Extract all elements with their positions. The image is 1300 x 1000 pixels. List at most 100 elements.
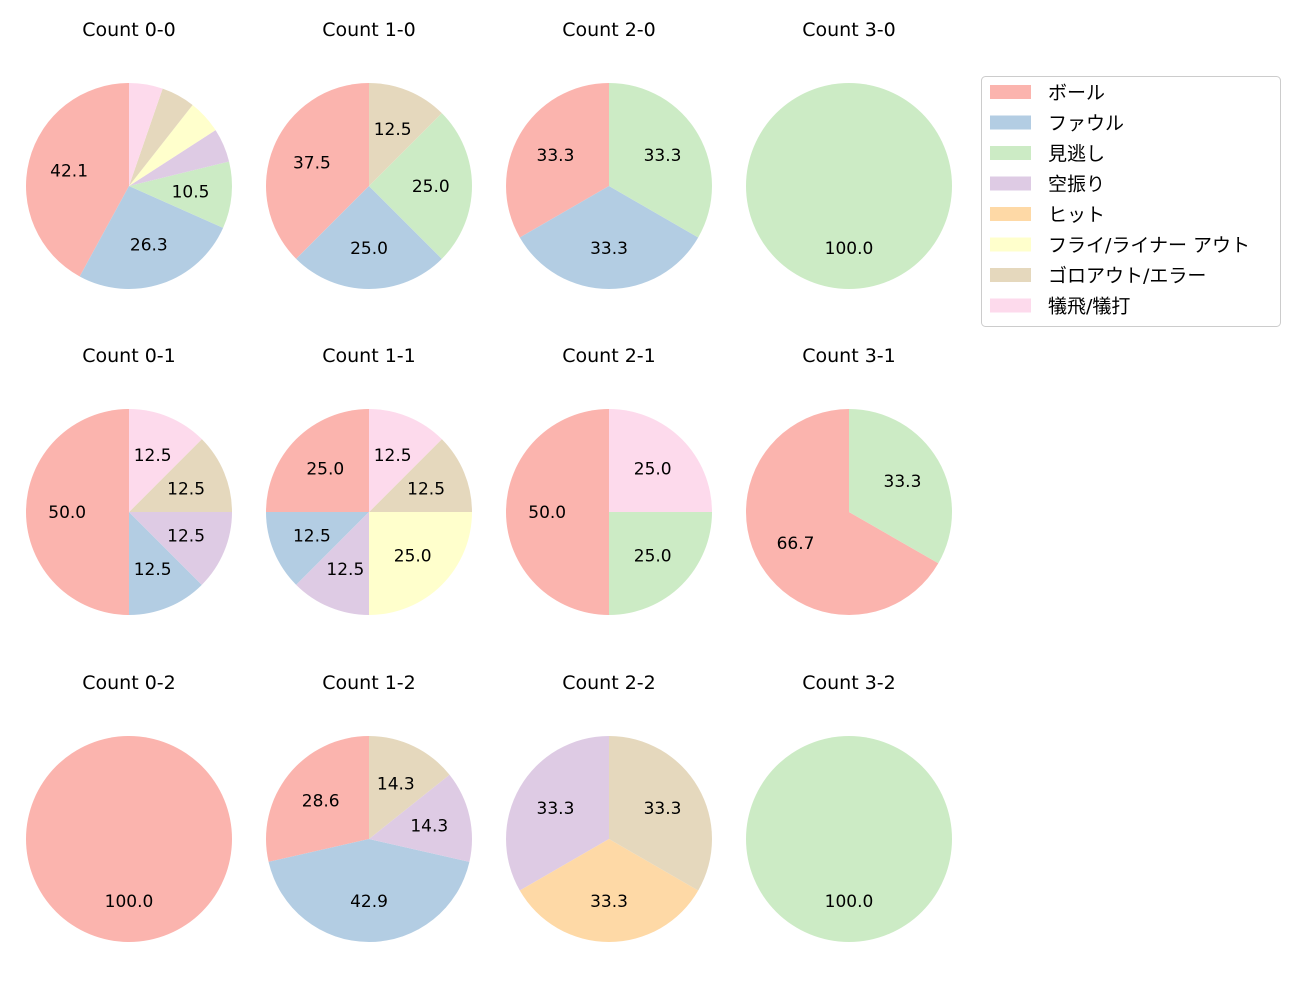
slice-label: 33.3: [537, 799, 575, 819]
pie-slice: [129, 88, 193, 186]
legend-frame: [981, 76, 1281, 327]
legend-swatch: [990, 298, 1031, 313]
pie-slice: [506, 83, 609, 238]
pie-2: Count 1-0 37.5 25.0 25.0 12.5: [266, 19, 472, 289]
slice-label: 25.0: [350, 239, 388, 259]
legend-label: 犠飛/犠打: [1048, 296, 1130, 318]
pie-slice: [369, 512, 472, 615]
pie-slice: [129, 439, 232, 512]
pie-slice: [746, 736, 952, 942]
slice-label: 25.0: [634, 547, 672, 567]
pie-title: Count 3-2: [802, 672, 896, 694]
slice-label: 33.3: [644, 146, 682, 166]
pie-title: Count 2-0: [562, 19, 656, 41]
slice-label: 66.7: [777, 534, 815, 554]
slice-label: 14.3: [410, 816, 448, 836]
pie-slice: [129, 104, 216, 186]
pie-title: Count 3-1: [802, 345, 896, 367]
pie-title: Count 0-2: [82, 672, 176, 694]
pie-slice: [746, 83, 952, 289]
pie-1: Count 0-0 42.1 26.3 10.5: [26, 19, 233, 289]
slice-label: 12.5: [167, 527, 205, 547]
pie-slice: [369, 439, 472, 512]
pie-5: Count 0-1 50.0 12.5 12.5 12.5 12.5: [26, 345, 232, 615]
slice-label: 25.0: [412, 177, 450, 197]
pie-slice: [265, 736, 369, 862]
pie-title: Count 0-1: [82, 345, 176, 367]
pie-slice: [129, 130, 230, 186]
pie-slice: [369, 774, 473, 862]
legend-swatch: [990, 207, 1031, 221]
pie-slice: [369, 83, 442, 186]
legend-label: 空振り: [1048, 174, 1105, 196]
pie-slice: [296, 186, 442, 289]
slice-label: 100.0: [825, 239, 874, 259]
slice-label: 28.6: [302, 791, 340, 811]
pie-slice: [519, 839, 699, 942]
slice-label: 12.5: [293, 527, 331, 547]
pie-9: Count 0-2 100.0: [26, 672, 232, 942]
slice-label: 25.0: [394, 547, 432, 567]
slice-label: 12.5: [374, 120, 412, 140]
legend-swatch: [990, 115, 1031, 130]
legend-label: フライ/ライナー アウト: [1048, 235, 1250, 257]
pie-title: Count 0-0: [82, 19, 176, 41]
legend-label: ゴロアウト/エラー: [1048, 265, 1206, 287]
pie-4: Count 3-0 100.0: [746, 19, 952, 289]
pie-slice: [129, 409, 202, 512]
slice-label: 37.5: [293, 153, 331, 173]
legend-swatch: [990, 85, 1031, 99]
pie-title: Count 2-1: [562, 345, 656, 367]
slice-label: 33.3: [537, 146, 575, 166]
pie-slice: [79, 186, 224, 289]
slice-label: 33.3: [884, 472, 922, 492]
pie-slice: [266, 83, 369, 259]
pie-slice: [609, 736, 712, 891]
pie-slice: [26, 83, 129, 277]
pie-slice: [506, 409, 609, 615]
legend-swatch: [990, 176, 1031, 191]
pie-3: Count 2-0 33.3 33.3 33.3: [506, 19, 712, 289]
pie-slice: [129, 512, 232, 585]
pie-slice: [268, 839, 470, 943]
slice-label: 26.3: [130, 236, 168, 256]
pie-slice: [745, 409, 939, 616]
pie-slice: [266, 409, 369, 512]
pie-slice: [369, 409, 442, 512]
pie-6: Count 1-1 25.0 12.5 12.5 25.0 12.5 12.5: [266, 345, 472, 615]
slice-label: 33.3: [644, 799, 682, 819]
slice-label: 12.5: [167, 479, 205, 499]
pie-title: Count 1-0: [322, 19, 416, 41]
slice-label: 25.0: [634, 459, 672, 479]
slice-label: 42.1: [50, 162, 88, 182]
slice-label: 100.0: [825, 892, 874, 912]
slice-label: 14.3: [377, 774, 415, 794]
pie-title: Count 1-1: [322, 345, 416, 367]
slice-label: 33.3: [590, 239, 628, 259]
slice-label: 33.3: [590, 892, 628, 912]
slice-label: 50.0: [48, 503, 86, 523]
slice-label: 12.5: [134, 560, 172, 580]
pie-slice: [26, 409, 129, 615]
pie-slice: [609, 83, 712, 238]
pie-slice: [609, 409, 712, 512]
pie-slice: [129, 161, 233, 228]
pie-slice: [369, 736, 450, 839]
pie-7: Count 2-1 50.0 25.0 25.0: [506, 345, 712, 615]
legend-label: ファウル: [1048, 113, 1124, 135]
legend-label: ボール: [1048, 82, 1105, 104]
pie-slice: [609, 512, 712, 615]
legend-swatch: [990, 146, 1031, 160]
legend-label: ヒット: [1048, 204, 1105, 226]
pie-11: Count 2-2 33.3 33.3 33.3: [506, 672, 712, 942]
slice-label: 42.9: [350, 892, 388, 912]
pie-slice: [26, 736, 232, 942]
pie-slice: [519, 186, 699, 289]
pie-10: Count 1-2 28.6 42.9 14.3 14.3: [265, 672, 473, 943]
legend-label: 見逃し: [1048, 143, 1105, 165]
slice-label: 12.5: [374, 446, 412, 466]
legend-swatch: [990, 237, 1031, 252]
pie-slice: [369, 113, 472, 259]
